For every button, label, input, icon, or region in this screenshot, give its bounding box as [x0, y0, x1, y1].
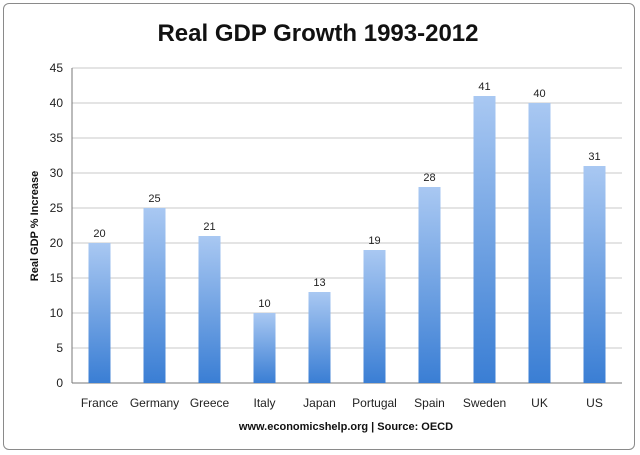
bar-italy [253, 313, 276, 383]
y-tick-label: 35 [50, 131, 64, 145]
x-tick-label: Spain [414, 396, 445, 410]
y-tick-label: 20 [50, 236, 64, 250]
bar-germany [143, 208, 166, 383]
data-label: 19 [368, 235, 380, 247]
source-note: www.economicshelp.org | Source: OECD [238, 421, 453, 433]
chart-title: Real GDP Growth 1993-2012 [157, 20, 478, 47]
bar-sweden [473, 96, 496, 383]
y-tick-label: 0 [56, 376, 63, 390]
data-label: 41 [478, 81, 490, 93]
x-tick-label: Italy [253, 396, 275, 410]
y-tick-label: 45 [50, 61, 64, 75]
y-tick-label: 40 [50, 96, 64, 110]
y-tick-label: 5 [56, 341, 63, 355]
y-tick-label: 10 [50, 306, 64, 320]
bar-france [88, 243, 111, 383]
y-tick-label: 30 [50, 166, 64, 180]
data-label: 21 [203, 221, 215, 233]
data-label: 40 [533, 88, 545, 100]
data-label: 10 [258, 298, 270, 310]
bar-uk [528, 103, 551, 383]
x-tick-label: France [81, 396, 119, 410]
x-tick-label: US [586, 396, 603, 410]
x-tick-label: Germany [130, 396, 179, 410]
bar-portugal [363, 250, 386, 383]
data-label: 31 [588, 151, 600, 163]
y-tick-label: 15 [50, 271, 64, 285]
bar-japan [308, 292, 331, 383]
bar-spain [418, 187, 441, 383]
x-tick-label: Portugal [352, 396, 397, 410]
x-tick-label: Greece [190, 396, 230, 410]
data-label: 25 [148, 193, 160, 205]
x-tick-label: UK [531, 396, 548, 410]
x-tick-label: Sweden [463, 396, 506, 410]
y-tick-label: 25 [50, 201, 64, 215]
bar-us [583, 166, 606, 383]
y-axis-label: Real GDP % Increase [29, 171, 41, 281]
data-label: 20 [93, 228, 105, 240]
bar-greece [198, 236, 221, 383]
data-label: 13 [313, 277, 325, 289]
x-tick-label: Japan [303, 396, 336, 410]
data-label: 28 [423, 172, 435, 184]
